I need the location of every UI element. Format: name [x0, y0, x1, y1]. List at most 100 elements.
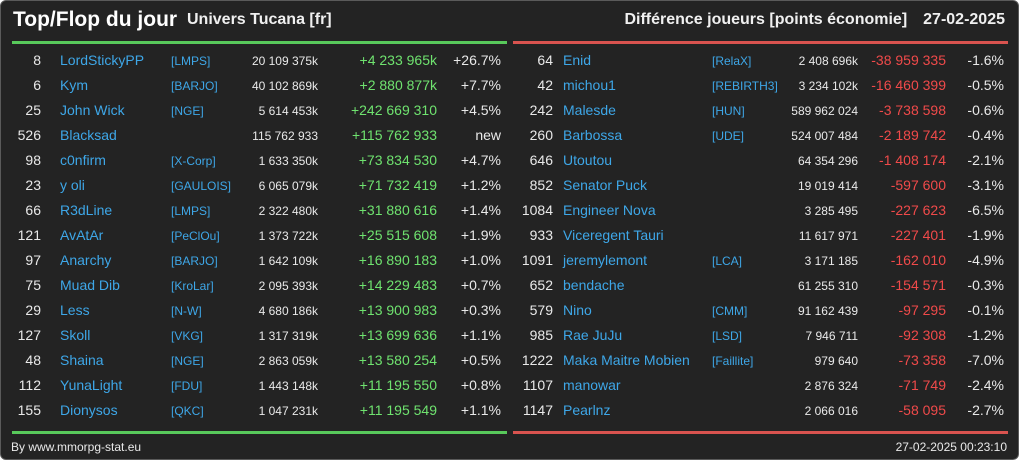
percent-change: +1.2% — [460, 177, 501, 193]
player-row: 6 Kym [BARJO] 40 102 869k +2 880 877k +7.7% — [1, 73, 501, 98]
player-points: 4 680 186k — [258, 304, 318, 318]
percent-change: -0.6% — [967, 102, 1004, 118]
player-name-link[interactable]: manowar — [563, 377, 621, 393]
alliance-tag-link[interactable]: [PeClOu] — [171, 229, 220, 243]
percent-change: +7.7% — [460, 77, 501, 93]
player-row: 98 c0nfirm [X-Corp] 1 633 350k +73 834 530 +4… — [1, 148, 501, 173]
player-points: 979 640 — [814, 354, 858, 368]
player-row: 66 R3dLine [LMPS] 2 322 480k +31 880 616 +1.4… — [1, 198, 501, 223]
player-name-link[interactable]: Pearlnz — [563, 402, 611, 418]
credit-link[interactable]: By www.mmorpg-stat.eu — [11, 440, 142, 454]
player-rank: 98 — [25, 152, 41, 168]
player-rank: 1107 — [522, 377, 553, 393]
alliance-tag-link[interactable]: [Faillite] — [712, 354, 754, 368]
player-name-link[interactable]: Nino — [563, 302, 592, 318]
alliance-tag-link[interactable]: [LMPS] — [171, 204, 211, 218]
player-row: 48 Shaina [NGE] 2 863 059k +13 580 254 +0.5% — [1, 348, 501, 373]
points-difference: -97 295 — [898, 302, 946, 318]
player-name-link[interactable]: Shaina — [60, 352, 104, 368]
alliance-tag-link[interactable]: [LSD] — [712, 329, 743, 343]
alliance-tag-link[interactable]: [CMM] — [712, 304, 748, 318]
alliance-tag-link[interactable]: [N-W] — [171, 304, 202, 318]
player-points: 3 234 102k — [798, 79, 858, 93]
player-name-link[interactable]: Less — [60, 302, 90, 318]
points-difference: +16 890 183 — [358, 252, 437, 268]
player-name-link[interactable]: Anarchy — [60, 252, 112, 268]
alliance-tag-link[interactable]: [UDE] — [712, 129, 745, 143]
player-rank: 42 — [537, 77, 553, 93]
player-name-link[interactable]: c0nfirm — [60, 152, 106, 168]
player-name-link[interactable]: Utoutou — [563, 152, 613, 168]
player-rank: 6 — [33, 77, 41, 93]
player-row: 29 Less [N-W] 4 680 186k +13 900 983 +0.3% — [1, 298, 501, 323]
player-name-link[interactable]: Barbossa — [563, 127, 623, 143]
alliance-tag-link[interactable]: [VKG] — [171, 329, 204, 343]
alliance-tag-link[interactable]: [NGE] — [171, 354, 204, 368]
player-name-link[interactable]: Maka Maitre Mobien — [563, 352, 690, 368]
player-name-link[interactable]: Rae JuJu — [563, 327, 623, 343]
alliance-tag-link[interactable]: [BARJO] — [171, 254, 218, 268]
player-name-link[interactable]: Blacksad — [60, 127, 117, 143]
percent-change: -2.1% — [967, 152, 1004, 168]
player-rank: 23 — [25, 177, 41, 193]
player-rank: 66 — [25, 202, 41, 218]
alliance-tag-link[interactable]: [NGE] — [171, 104, 204, 118]
player-rank: 29 — [25, 302, 41, 318]
player-name-link[interactable]: LordStickyPP — [60, 52, 145, 68]
alliance-tag-link[interactable]: [RelaX] — [712, 54, 752, 68]
alliance-tag-link[interactable]: [QKC] — [171, 404, 204, 418]
player-name-link[interactable]: Enid — [563, 52, 592, 68]
player-rank: 25 — [25, 102, 41, 118]
player-name-link[interactable]: Kym — [60, 77, 88, 93]
player-rank: 48 — [25, 352, 41, 368]
player-name-link[interactable]: y oli — [60, 177, 85, 193]
alliance-tag-link[interactable]: [REBIRTH3] — [712, 79, 778, 93]
player-rank: 933 — [529, 227, 553, 243]
alliance-tag-link[interactable]: [X-Corp] — [171, 154, 216, 168]
player-name-link[interactable]: michou1 — [563, 77, 616, 93]
percent-change: +1.1% — [460, 402, 501, 418]
alliance-tag-link[interactable]: [KroLar] — [171, 279, 214, 293]
alliance-tag-link[interactable]: [LCA] — [712, 254, 743, 268]
player-name-link[interactable]: Engineer Nova — [563, 202, 656, 218]
percent-change: +1.9% — [460, 227, 501, 243]
player-rank: 64 — [537, 52, 553, 68]
player-points: 40 102 869k — [251, 79, 318, 93]
player-name-link[interactable]: Skoll — [60, 327, 91, 343]
player-name-link[interactable]: jeremylemont — [563, 252, 648, 268]
alliance-tag-link[interactable]: [GAULOIS] — [171, 179, 232, 193]
metric-label: Différence joueurs [points économie] — [624, 11, 908, 28]
player-rank: 127 — [17, 327, 41, 343]
alliance-tag-link[interactable]: [BARJO] — [171, 79, 218, 93]
player-row: 933 Viceregent Tauri 11 617 971 -227 401 -1.… — [507, 223, 1007, 248]
player-row: 8 LordStickyPP [LMPS] 20 109 375k +4 233 965… — [1, 48, 501, 73]
percent-change: -1.9% — [967, 227, 1004, 243]
player-name-link[interactable]: AvAtAr — [60, 227, 104, 243]
player-name-link[interactable]: Viceregent Tauri — [563, 227, 664, 243]
player-name-link[interactable]: bendache — [563, 277, 625, 293]
alliance-tag-link[interactable]: [LMPS] — [171, 54, 211, 68]
player-name-link[interactable]: R3dLine — [60, 202, 113, 218]
player-row: 1084 Engineer Nova 3 285 495 -227 623 -6.5% — [507, 198, 1007, 223]
player-name-link[interactable]: YunaLight — [60, 377, 123, 393]
alliance-tag-link[interactable]: [FDU] — [171, 379, 203, 393]
player-points: 2 876 324 — [804, 379, 858, 393]
points-difference: +73 834 530 — [358, 152, 437, 168]
points-difference: -154 571 — [890, 277, 946, 293]
points-difference: +71 732 419 — [358, 177, 437, 193]
player-name-link[interactable]: Dionysos — [60, 402, 118, 418]
points-difference: -227 623 — [890, 202, 946, 218]
player-row: 23 y oli [GAULOIS] 6 065 079k +71 732 419 +1.… — [1, 173, 501, 198]
player-name-link[interactable]: John Wick — [60, 102, 125, 118]
points-difference: -3 738 598 — [879, 102, 946, 118]
header-date: 27-02-2025 — [923, 11, 1005, 28]
player-rank: 8 — [33, 52, 41, 68]
percent-change: -0.1% — [967, 302, 1004, 318]
alliance-tag-link[interactable]: [HUN] — [712, 104, 745, 118]
player-name-link[interactable]: Malesde — [563, 102, 616, 118]
player-name-link[interactable]: Muad Dib — [60, 277, 120, 293]
player-points: 5 614 453k — [258, 104, 318, 118]
player-name-link[interactable]: Senator Puck — [563, 177, 648, 193]
player-row: 97 Anarchy [BARJO] 1 642 109k +16 890 183 +1.… — [1, 248, 501, 273]
player-points: 7 946 711 — [805, 329, 859, 343]
